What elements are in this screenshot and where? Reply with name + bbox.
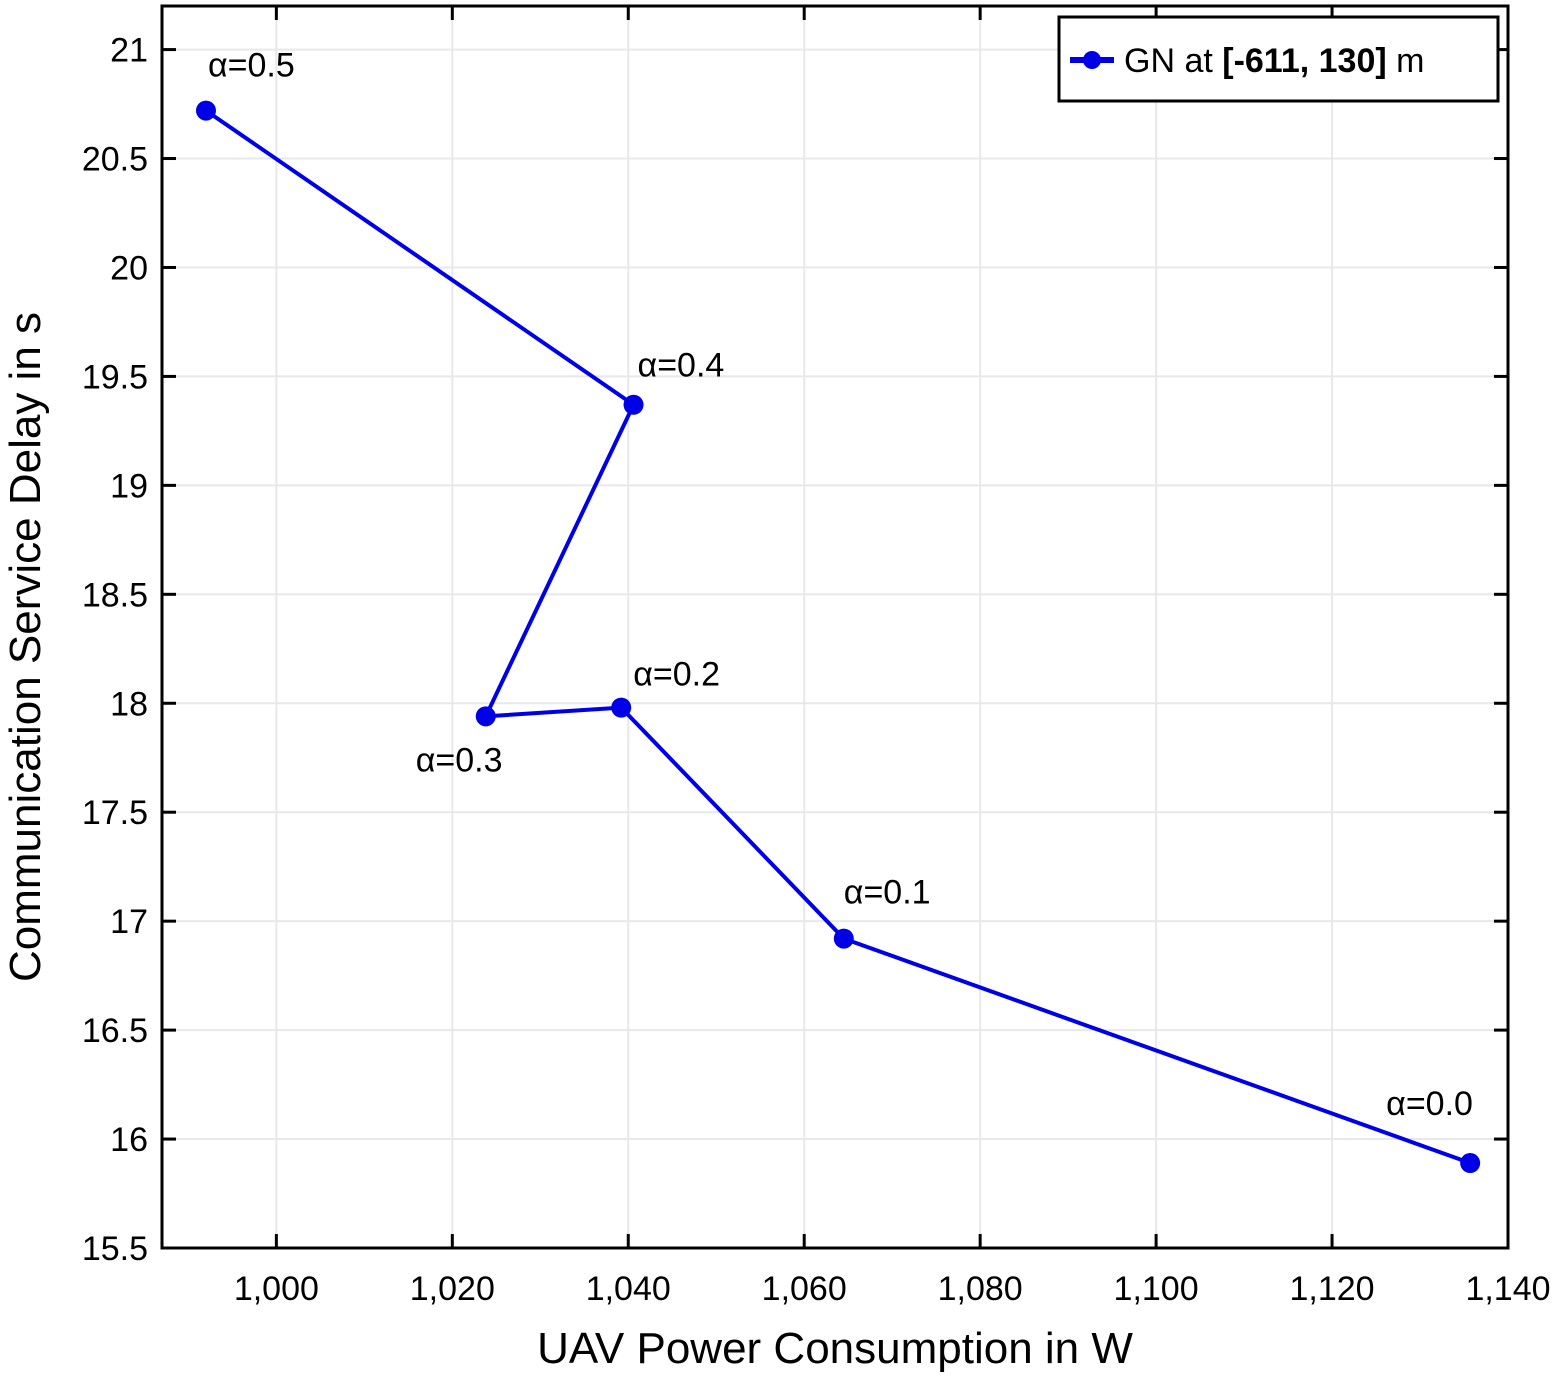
y-tick-label: 19 (110, 467, 148, 505)
series-line (204, 108, 1471, 1165)
point-label: α=0.3 (416, 741, 503, 779)
point-annotations: α=0.5 α=0.4 α=0.3 α=0.2 α=0.1 α=0.0 (208, 47, 1473, 1123)
point-label: α=0.1 (844, 874, 931, 912)
legend-entry-prefix: GN at (1124, 42, 1222, 80)
legend-entry-unit: m (1387, 42, 1425, 80)
legend: GN at [-611, 130] m (1057, 15, 1500, 103)
y-tick-label: 19.5 (82, 358, 148, 396)
x-tick-label: 1,080 (938, 1270, 1023, 1308)
point-label: α=0.0 (1386, 1085, 1473, 1123)
x-tick-label: 1,020 (410, 1270, 495, 1308)
y-tick-label: 17.5 (82, 794, 148, 832)
point-label: α=0.4 (638, 347, 725, 385)
point-label: α=0.2 (633, 656, 720, 694)
x-tick-label: 1,120 (1290, 1270, 1375, 1308)
data-point (195, 100, 216, 121)
data-point (623, 394, 644, 415)
legend-box (1057, 15, 1500, 103)
x-axis-title: UAV Power Consumption in W (537, 1324, 1133, 1373)
y-tick-label: 16.5 (82, 1012, 148, 1050)
legend-marker (1083, 51, 1101, 69)
x-tick-label: 1,040 (586, 1270, 671, 1308)
y-axis-title: Communication Service Delay in s (1, 312, 50, 982)
legend-entry-coords: [-611, 130] (1222, 42, 1386, 80)
series (195, 100, 1481, 1174)
grid (162, 6, 1509, 1249)
x-tick-label: 1,140 (1465, 1270, 1550, 1308)
x-tick-label: 1,000 (234, 1270, 319, 1308)
y-tick-labels: 15.5 16 16.5 17 17.5 18 18.5 19 19.5 20 20.5 21 (82, 32, 148, 1268)
point-label: α=0.5 (208, 47, 295, 85)
y-tick-label: 16 (110, 1121, 148, 1159)
y-tick-label: 20.5 (82, 141, 148, 179)
data-point (611, 697, 632, 718)
y-tick-label: 15.5 (82, 1230, 148, 1268)
x-tick-label: 1,100 (1114, 1270, 1199, 1308)
x-tick-labels: 1,000 1,020 1,040 1,060 1,080 1,100 1,120 1,140 (234, 1270, 1551, 1308)
axis-ticks (162, 6, 1510, 1250)
plot-frame (160, 4, 1510, 1250)
y-tick-label: 18.5 (82, 576, 148, 614)
data-point (833, 928, 854, 949)
y-tick-label: 21 (110, 32, 148, 70)
data-point (475, 706, 496, 727)
y-tick-label: 17 (110, 903, 148, 941)
x-tick-label: 1,060 (762, 1270, 847, 1308)
data-point (1460, 1153, 1481, 1174)
y-tick-label: 18 (110, 685, 148, 723)
legend-entry: GN at [-611, 130] m (1124, 42, 1424, 80)
y-tick-label: 20 (110, 249, 148, 287)
